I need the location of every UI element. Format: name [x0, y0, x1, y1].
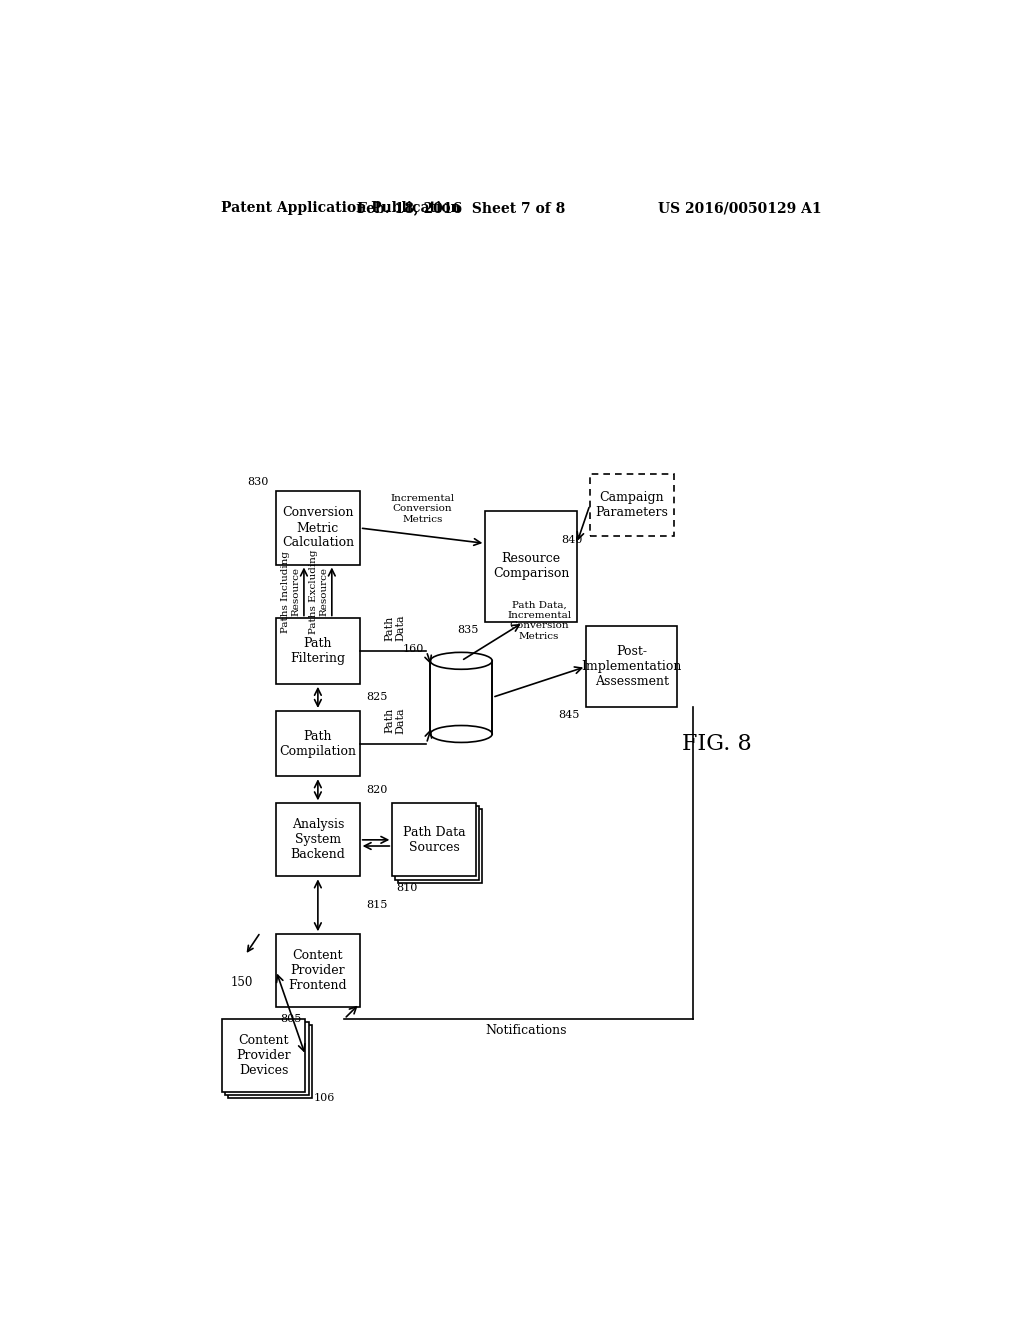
Text: Content
Provider
Devices: Content Provider Devices: [237, 1034, 291, 1077]
Text: Path Data,
Incremental
Conversion
Metrics: Path Data, Incremental Conversion Metric…: [507, 601, 571, 640]
Text: Analysis
System
Backend: Analysis System Backend: [291, 818, 345, 862]
Text: Patent Application Publication: Patent Application Publication: [221, 202, 461, 215]
Text: Resource
Comparison: Resource Comparison: [493, 553, 569, 581]
Text: 805: 805: [280, 1014, 301, 1024]
Text: 150: 150: [230, 975, 253, 989]
Bar: [392, 804, 476, 876]
Text: Analysis
DB: Analysis DB: [436, 684, 485, 711]
Bar: [276, 711, 359, 776]
Text: 106: 106: [313, 1093, 335, 1104]
Bar: [590, 474, 674, 536]
Ellipse shape: [430, 652, 493, 669]
Bar: [276, 619, 359, 684]
Text: Path
Data: Path Data: [384, 708, 406, 734]
Text: 810: 810: [396, 883, 418, 892]
Text: Feb. 18, 2016  Sheet 7 of 8: Feb. 18, 2016 Sheet 7 of 8: [357, 202, 565, 215]
Text: 160: 160: [402, 644, 424, 655]
Text: Conversion
Metric
Calculation: Conversion Metric Calculation: [282, 507, 354, 549]
Text: 835: 835: [458, 626, 479, 635]
Ellipse shape: [430, 726, 493, 742]
Text: Paths Including
Resource: Paths Including Resource: [282, 550, 301, 632]
Bar: [276, 491, 359, 565]
Bar: [228, 1026, 311, 1098]
Text: Notifications: Notifications: [485, 1024, 567, 1038]
Text: Paths Excluding
Resource: Paths Excluding Resource: [309, 549, 329, 634]
Text: Path
Compilation: Path Compilation: [280, 730, 356, 758]
Bar: [276, 804, 359, 876]
Text: 830: 830: [247, 478, 268, 487]
Bar: [398, 809, 482, 883]
Text: Campaign
Parameters: Campaign Parameters: [595, 491, 669, 519]
Bar: [485, 511, 577, 622]
Text: Post-
Implementation
Assessment: Post- Implementation Assessment: [582, 645, 682, 688]
Text: 815: 815: [366, 900, 387, 911]
Text: Content
Provider
Frontend: Content Provider Frontend: [289, 949, 347, 993]
Bar: [222, 1019, 305, 1092]
Text: Incremental
Conversion
Metrics: Incremental Conversion Metrics: [390, 494, 455, 524]
Text: 845: 845: [558, 710, 580, 719]
Bar: [395, 807, 479, 879]
Bar: [431, 661, 492, 733]
Text: Path
Data: Path Data: [384, 615, 406, 642]
Bar: [225, 1022, 308, 1096]
Bar: [586, 626, 678, 708]
Text: 825: 825: [366, 693, 387, 702]
Text: Path
Filtering: Path Filtering: [291, 638, 345, 665]
Text: Path Data
Sources: Path Data Sources: [402, 826, 466, 854]
Text: US 2016/0050129 A1: US 2016/0050129 A1: [658, 202, 822, 215]
Text: 840: 840: [561, 535, 583, 545]
Text: FIG. 8: FIG. 8: [682, 733, 752, 755]
Bar: [276, 935, 359, 1007]
Bar: [430, 661, 493, 734]
Text: 820: 820: [366, 785, 387, 795]
